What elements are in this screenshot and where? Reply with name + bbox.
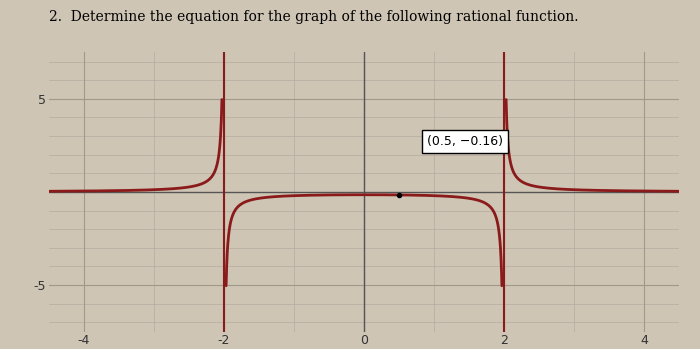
Text: 2.  Determine the equation for the graph of the following rational function.: 2. Determine the equation for the graph … xyxy=(49,10,578,24)
Text: (0.5, −0.16): (0.5, −0.16) xyxy=(427,135,503,148)
